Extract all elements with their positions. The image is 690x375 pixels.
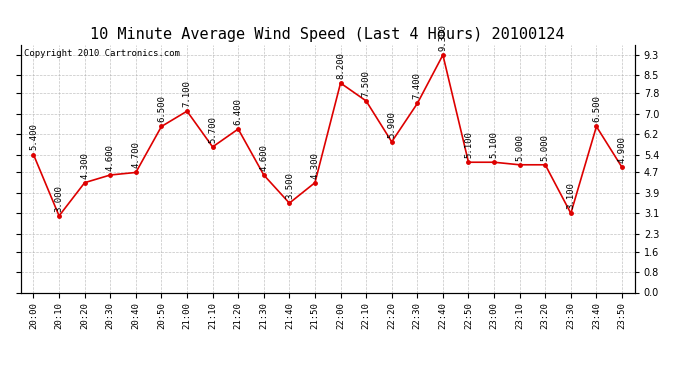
Text: 6.400: 6.400 [234,98,243,125]
Text: 5.000: 5.000 [541,134,550,160]
Text: Copyright 2010 Cartronics.com: Copyright 2010 Cartronics.com [23,49,179,58]
Text: 4.700: 4.700 [131,141,140,168]
Text: 5.000: 5.000 [515,134,524,160]
Text: 6.500: 6.500 [592,95,601,122]
Text: 4.900: 4.900 [618,136,627,163]
Text: 9.300: 9.300 [438,24,447,51]
Text: 7.400: 7.400 [413,72,422,99]
Text: 8.200: 8.200 [336,52,345,79]
Text: 4.600: 4.600 [106,144,115,171]
Text: 4.300: 4.300 [310,152,319,178]
Text: 6.500: 6.500 [157,95,166,122]
Text: 3.000: 3.000 [55,185,63,212]
Text: 7.500: 7.500 [362,70,371,97]
Text: 3.100: 3.100 [566,182,575,209]
Text: 5.900: 5.900 [387,111,396,138]
Text: 5.400: 5.400 [29,123,38,150]
Text: 4.600: 4.600 [259,144,268,171]
Text: 5.100: 5.100 [464,131,473,158]
Text: 4.300: 4.300 [80,152,89,178]
Text: 5.100: 5.100 [490,131,499,158]
Text: 5.700: 5.700 [208,116,217,143]
Text: 3.500: 3.500 [285,172,294,199]
Text: 7.100: 7.100 [183,80,192,107]
Title: 10 Minute Average Wind Speed (Last 4 Hours) 20100124: 10 Minute Average Wind Speed (Last 4 Hou… [90,27,565,42]
